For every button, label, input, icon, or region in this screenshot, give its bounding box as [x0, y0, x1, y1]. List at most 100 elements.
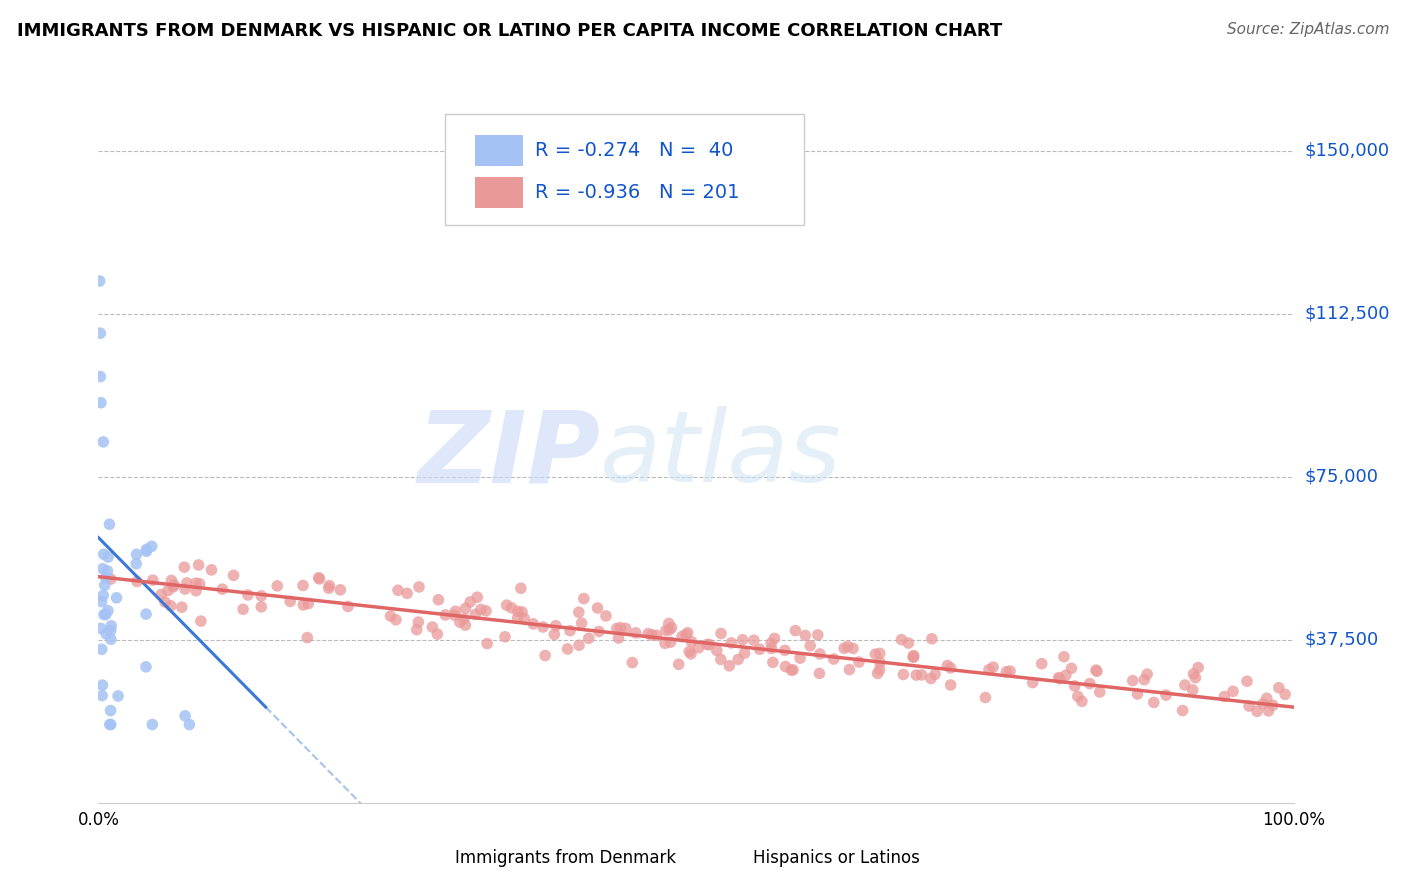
Point: [534, 648, 557, 663]
Point: [974, 690, 997, 705]
Text: R = -0.274   N =  40: R = -0.274 N = 40: [534, 141, 733, 161]
Point: [336, 599, 359, 614]
Point: [1136, 667, 1159, 681]
Text: R = -0.936   N = 201: R = -0.936 N = 201: [534, 183, 740, 202]
Point: [184, 583, 207, 598]
Point: [763, 632, 786, 646]
Point: [785, 624, 807, 638]
Point: [434, 607, 457, 622]
Point: [96, 564, 118, 578]
Point: [832, 641, 855, 656]
Point: [759, 636, 782, 650]
Point: [742, 633, 765, 648]
Point: [266, 579, 288, 593]
Point: [921, 632, 943, 646]
Point: [1246, 704, 1268, 718]
Point: [297, 597, 319, 611]
Point: [509, 581, 531, 595]
Point: [91, 689, 114, 703]
Text: IMMIGRANTS FROM DENMARK VS HISPANIC OR LATINO PER CAPITA INCOME CORRELATION CHAR: IMMIGRANTS FROM DENMARK VS HISPANIC OR L…: [17, 22, 1002, 40]
Point: [748, 642, 770, 657]
Point: [176, 575, 198, 590]
Text: Immigrants from Denmark: Immigrants from Denmark: [454, 849, 676, 867]
Bar: [422, 848, 447, 868]
Point: [869, 663, 891, 677]
Point: [544, 618, 567, 632]
Point: [90, 595, 112, 609]
Point: [135, 607, 157, 621]
Point: [98, 517, 121, 532]
Point: [571, 616, 593, 631]
Point: [866, 666, 889, 681]
Point: [1257, 704, 1279, 718]
Point: [100, 632, 122, 647]
Point: [842, 641, 865, 656]
Point: [1237, 699, 1260, 714]
Point: [142, 573, 165, 587]
Text: atlas: atlas: [600, 407, 842, 503]
Point: [688, 640, 710, 655]
Point: [1060, 661, 1083, 675]
Point: [97, 549, 120, 564]
Text: ZIP: ZIP: [418, 407, 600, 503]
Point: [838, 663, 860, 677]
Point: [1049, 672, 1071, 686]
Point: [1088, 685, 1111, 699]
Point: [160, 574, 183, 588]
Point: [93, 607, 115, 622]
Point: [89, 274, 111, 288]
Point: [1213, 690, 1236, 704]
Point: [696, 638, 718, 652]
Point: [292, 578, 315, 592]
Point: [94, 571, 117, 585]
Point: [678, 644, 700, 658]
Point: [105, 591, 128, 605]
Point: [995, 665, 1018, 679]
Point: [453, 612, 475, 626]
Point: [1084, 663, 1107, 677]
Point: [157, 583, 180, 598]
Point: [606, 622, 628, 636]
Point: [773, 643, 796, 657]
Point: [1181, 682, 1204, 697]
Point: [426, 627, 449, 641]
Point: [823, 652, 845, 666]
Point: [837, 640, 859, 654]
Point: [188, 576, 211, 591]
Point: [135, 660, 157, 674]
Point: [125, 557, 148, 571]
Point: [174, 708, 197, 723]
Point: [100, 572, 122, 586]
Point: [1256, 691, 1278, 706]
Point: [318, 581, 340, 595]
Point: [1067, 690, 1090, 704]
Point: [91, 589, 114, 603]
Point: [308, 572, 330, 586]
Point: [135, 544, 157, 558]
Point: [998, 664, 1021, 678]
Point: [153, 595, 176, 609]
Point: [454, 618, 477, 632]
Point: [780, 663, 803, 677]
Point: [100, 624, 122, 638]
Point: [200, 563, 222, 577]
Point: [568, 638, 591, 652]
Text: Source: ZipAtlas.com: Source: ZipAtlas.com: [1226, 22, 1389, 37]
Point: [173, 560, 195, 574]
Point: [903, 649, 925, 664]
Point: [557, 642, 579, 657]
Point: [936, 658, 959, 673]
Point: [624, 626, 647, 640]
Point: [475, 637, 498, 651]
Point: [1063, 679, 1085, 693]
Point: [869, 656, 891, 670]
Point: [654, 636, 676, 650]
Bar: [720, 848, 747, 868]
Point: [761, 641, 783, 656]
Point: [727, 652, 749, 666]
Point: [1182, 667, 1205, 681]
Point: [637, 626, 659, 640]
Point: [141, 539, 163, 553]
Point: [609, 621, 631, 635]
Point: [522, 616, 544, 631]
